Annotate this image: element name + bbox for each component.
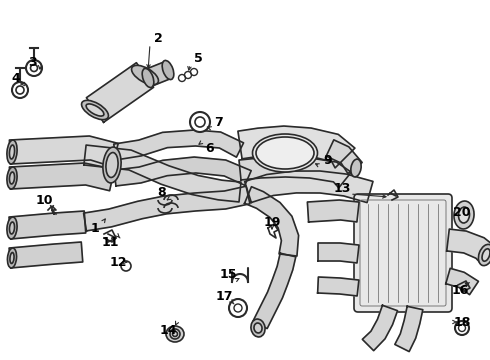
Polygon shape [253,253,296,329]
Circle shape [121,261,131,271]
Polygon shape [318,243,359,263]
Text: 2: 2 [154,31,162,45]
Ellipse shape [351,159,361,177]
Polygon shape [84,186,250,231]
Ellipse shape [478,244,490,266]
Polygon shape [114,130,244,160]
Text: 16: 16 [451,284,469,297]
Text: 13: 13 [333,181,351,194]
Ellipse shape [103,147,121,183]
Circle shape [459,324,466,332]
Text: 11: 11 [101,235,119,248]
Ellipse shape [7,248,17,268]
Ellipse shape [172,332,177,337]
Ellipse shape [7,140,17,164]
Polygon shape [84,145,241,202]
Polygon shape [9,211,86,239]
Ellipse shape [86,104,104,116]
Ellipse shape [142,68,154,87]
Ellipse shape [170,329,180,339]
Text: 12: 12 [109,256,127,269]
Polygon shape [446,268,478,294]
Ellipse shape [482,249,490,261]
Ellipse shape [166,326,184,342]
Text: 7: 7 [214,116,222,129]
FancyBboxPatch shape [354,194,452,312]
Circle shape [26,60,42,76]
Ellipse shape [7,167,17,189]
Ellipse shape [7,217,17,239]
Polygon shape [145,62,171,86]
Text: 17: 17 [215,289,233,302]
Ellipse shape [9,172,15,184]
Ellipse shape [81,100,108,120]
Circle shape [30,64,38,72]
Ellipse shape [459,207,469,223]
Circle shape [16,86,24,94]
Text: 1: 1 [91,221,99,234]
Text: 18: 18 [453,315,471,328]
Circle shape [234,304,242,312]
Polygon shape [114,157,251,186]
Circle shape [229,299,247,317]
Polygon shape [447,229,490,263]
Text: 6: 6 [206,141,214,154]
Ellipse shape [9,222,15,234]
Ellipse shape [131,66,158,85]
Circle shape [195,117,205,127]
Text: 8: 8 [158,185,166,198]
Text: 10: 10 [35,194,53,207]
Ellipse shape [9,145,15,159]
Polygon shape [362,305,397,351]
Text: 20: 20 [453,206,471,219]
Polygon shape [9,163,114,191]
Ellipse shape [10,252,14,264]
Polygon shape [9,136,118,167]
Circle shape [190,112,210,132]
Polygon shape [326,140,362,174]
Polygon shape [245,187,298,256]
Text: 3: 3 [28,55,36,68]
Circle shape [12,82,28,98]
Ellipse shape [106,153,118,177]
Ellipse shape [252,134,318,172]
Polygon shape [9,242,83,268]
Polygon shape [318,277,359,296]
Text: 19: 19 [263,216,281,229]
Text: 4: 4 [12,72,21,85]
Text: 14: 14 [159,324,177,337]
Ellipse shape [454,201,474,229]
Polygon shape [238,126,355,168]
Polygon shape [239,157,351,188]
Ellipse shape [256,137,314,169]
Ellipse shape [162,60,174,80]
Polygon shape [395,306,423,352]
Text: 9: 9 [324,153,332,166]
Text: 5: 5 [194,51,202,64]
Text: 15: 15 [219,267,237,280]
Ellipse shape [251,319,265,337]
Circle shape [455,321,469,335]
Ellipse shape [254,323,262,333]
Polygon shape [86,63,153,122]
Polygon shape [307,200,359,222]
Polygon shape [245,171,373,203]
